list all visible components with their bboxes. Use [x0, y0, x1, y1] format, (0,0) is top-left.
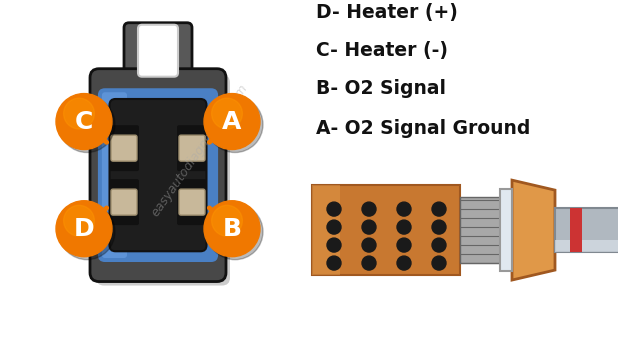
- Circle shape: [204, 93, 260, 149]
- Polygon shape: [312, 185, 340, 275]
- Circle shape: [204, 201, 260, 257]
- Circle shape: [362, 202, 376, 216]
- FancyBboxPatch shape: [109, 125, 139, 171]
- Circle shape: [207, 97, 263, 153]
- FancyBboxPatch shape: [102, 92, 127, 258]
- FancyBboxPatch shape: [179, 189, 205, 215]
- Text: C- Heater (-): C- Heater (-): [316, 41, 448, 60]
- FancyBboxPatch shape: [98, 88, 218, 262]
- FancyBboxPatch shape: [109, 179, 139, 225]
- Polygon shape: [460, 197, 500, 263]
- Circle shape: [327, 238, 341, 252]
- Text: A- O2 Signal Ground: A- O2 Signal Ground: [316, 119, 530, 138]
- Circle shape: [432, 256, 446, 270]
- Polygon shape: [570, 208, 582, 252]
- FancyBboxPatch shape: [138, 25, 178, 77]
- Circle shape: [432, 238, 446, 252]
- Polygon shape: [500, 189, 512, 271]
- Text: easyautodiagnostics.com: easyautodiagnostics.com: [149, 82, 251, 219]
- Circle shape: [432, 202, 446, 216]
- Circle shape: [327, 220, 341, 234]
- Circle shape: [362, 238, 376, 252]
- Circle shape: [211, 205, 242, 236]
- Text: B: B: [222, 217, 242, 241]
- Polygon shape: [312, 185, 460, 275]
- Circle shape: [211, 98, 242, 129]
- Text: B- O2 Signal: B- O2 Signal: [316, 79, 446, 98]
- Polygon shape: [555, 240, 618, 252]
- Circle shape: [64, 98, 95, 129]
- Text: A: A: [222, 110, 242, 134]
- Circle shape: [362, 220, 376, 234]
- Circle shape: [59, 97, 115, 153]
- Circle shape: [59, 204, 115, 260]
- FancyBboxPatch shape: [111, 135, 137, 161]
- Polygon shape: [555, 208, 618, 252]
- FancyBboxPatch shape: [179, 135, 205, 161]
- FancyBboxPatch shape: [96, 75, 230, 286]
- FancyBboxPatch shape: [124, 23, 192, 88]
- Circle shape: [432, 220, 446, 234]
- Circle shape: [397, 220, 411, 234]
- Circle shape: [64, 205, 95, 236]
- Circle shape: [397, 202, 411, 216]
- FancyBboxPatch shape: [111, 189, 137, 215]
- Text: D- Heater (+): D- Heater (+): [316, 3, 458, 22]
- Circle shape: [397, 238, 411, 252]
- FancyBboxPatch shape: [109, 99, 206, 251]
- Circle shape: [397, 256, 411, 270]
- FancyBboxPatch shape: [177, 179, 207, 225]
- Circle shape: [362, 256, 376, 270]
- Circle shape: [207, 204, 263, 260]
- Circle shape: [56, 201, 112, 257]
- Circle shape: [56, 93, 112, 149]
- Text: D: D: [74, 217, 95, 241]
- Text: C: C: [75, 110, 93, 134]
- Circle shape: [327, 202, 341, 216]
- Circle shape: [327, 256, 341, 270]
- FancyBboxPatch shape: [177, 125, 207, 171]
- Polygon shape: [512, 180, 555, 280]
- FancyBboxPatch shape: [90, 69, 226, 281]
